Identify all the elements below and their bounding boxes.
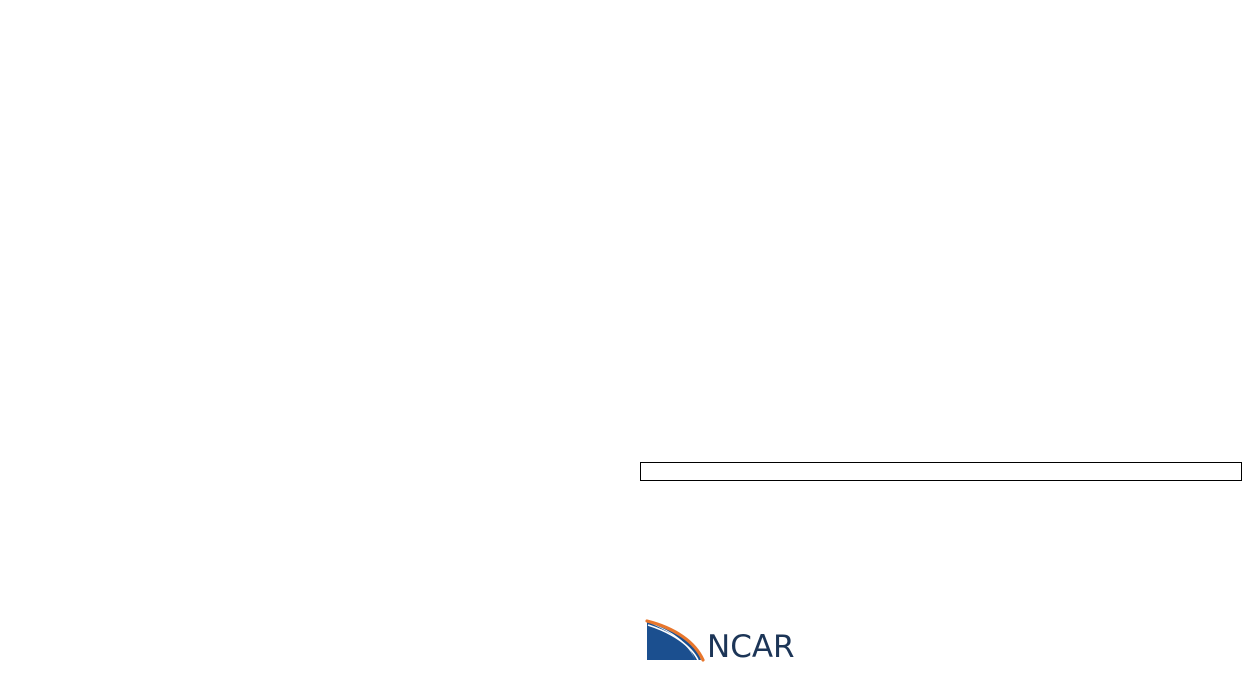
colorbar-tick-labels <box>640 482 1242 498</box>
ncar-wordmark: NCAR <box>707 629 795 665</box>
temperature-colorbar <box>640 462 1242 481</box>
ncar-logo[interactable]: NCAR <box>645 616 805 668</box>
legend-area: NCAR <box>631 458 1252 684</box>
